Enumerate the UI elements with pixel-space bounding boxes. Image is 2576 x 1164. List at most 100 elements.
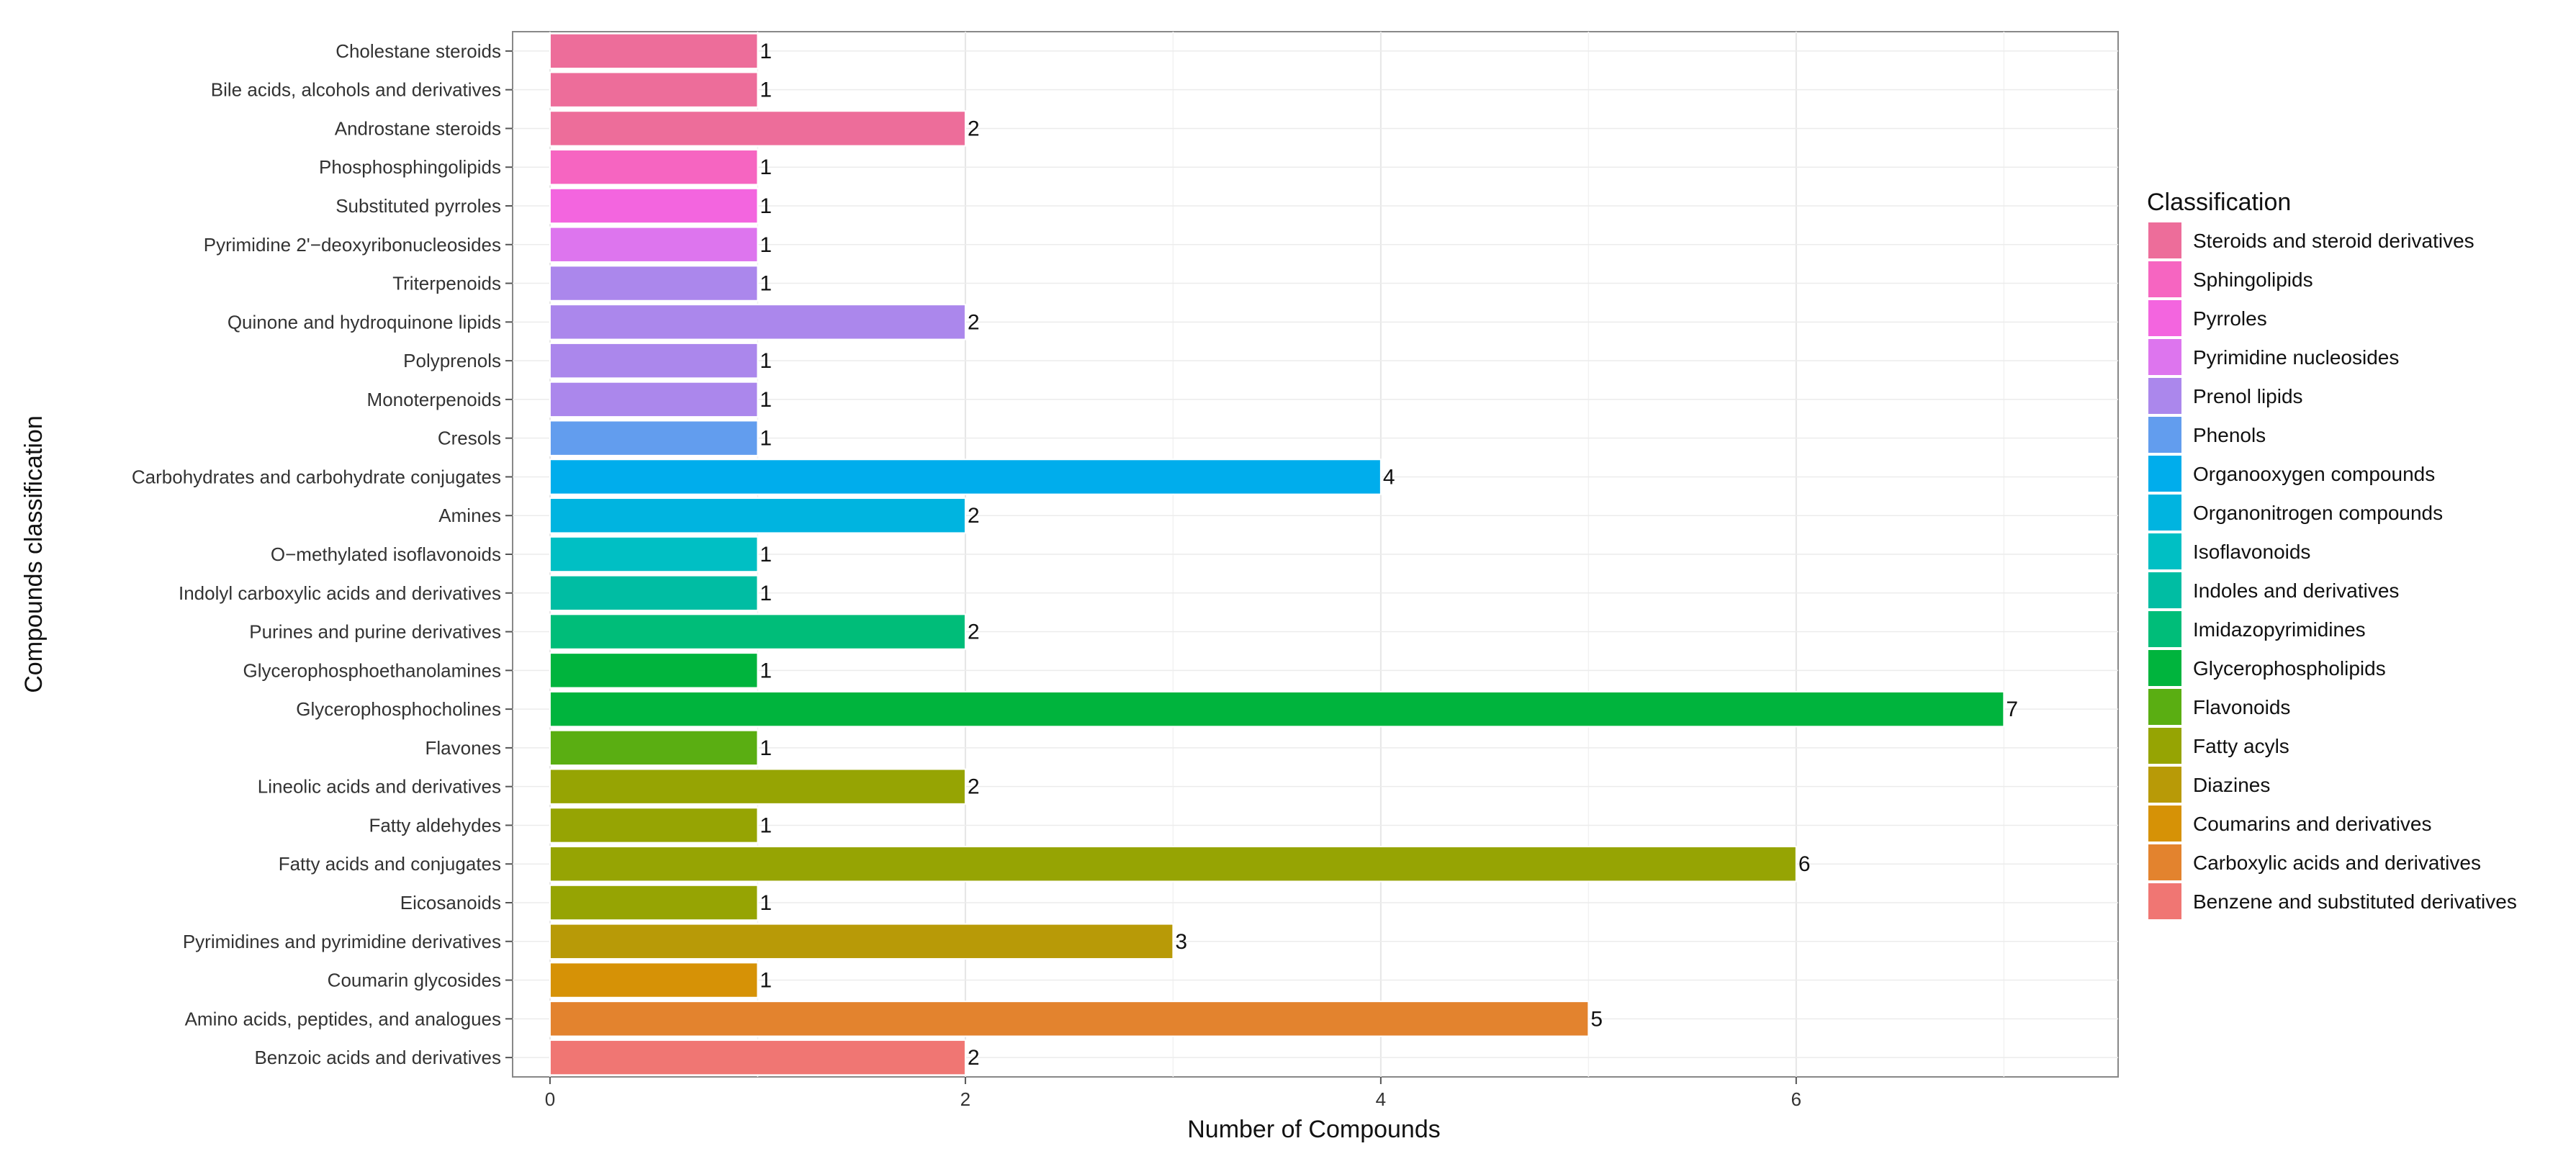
y-tick-label: Carbohydrates and carbohydrate conjugate… xyxy=(132,466,501,487)
legend-label: Pyrimidine nucleosides xyxy=(2193,346,2399,369)
legend-swatch xyxy=(2145,725,2184,767)
legend-label: Organonitrogen compounds xyxy=(2193,502,2443,524)
legend-label: Coumarins and derivatives xyxy=(2193,813,2432,835)
bar-value-label: 1 xyxy=(760,891,772,915)
bar xyxy=(549,690,2005,728)
legend-swatch xyxy=(2145,453,2184,495)
bar-value-label: 1 xyxy=(760,543,772,567)
bar xyxy=(549,149,759,186)
legend-label: Prenol lipids xyxy=(2193,385,2303,407)
y-tick-label: Eicosanoids xyxy=(400,892,501,913)
bar-value-label: 1 xyxy=(760,427,772,451)
bar-value-label: 1 xyxy=(760,582,772,605)
legend-label: Fatty acyls xyxy=(2193,735,2289,757)
bar xyxy=(549,420,759,456)
bar xyxy=(549,187,759,225)
legend-label: Indoles and derivatives xyxy=(2193,579,2399,602)
bar xyxy=(549,304,966,340)
legend-label: Isoflavonoids xyxy=(2193,541,2310,563)
legend-swatch xyxy=(2145,803,2184,844)
legend-label: Imidazopyrimidines xyxy=(2193,618,2366,641)
y-tick-label: Androstane steroids xyxy=(335,117,501,139)
y-tick-label: Fatty aldehydes xyxy=(369,814,501,836)
legend-title: Classification xyxy=(2147,189,2291,216)
legend-swatch xyxy=(2145,414,2184,456)
legend-swatch xyxy=(2145,686,2184,728)
legend-label: Benzene and substituted derivatives xyxy=(2193,890,2517,913)
x-axis-title: Number of Compounds xyxy=(1187,1116,1441,1143)
bar xyxy=(549,729,759,767)
bar-value-label: 2 xyxy=(968,621,980,644)
bar-value-label: 6 xyxy=(1798,852,1811,876)
y-tick-label: Purines and purine derivatives xyxy=(249,621,501,643)
legend-label: Glycerophospholipids xyxy=(2193,657,2386,680)
legend-swatch xyxy=(2145,375,2184,417)
x-tick-label: 2 xyxy=(960,1088,970,1110)
bar-value-label: 1 xyxy=(760,736,772,760)
bar xyxy=(549,381,759,418)
x-tick-label: 6 xyxy=(1791,1088,1801,1110)
bar-value-label: 1 xyxy=(760,233,772,257)
bar-value-label: 2 xyxy=(968,504,980,528)
legend: Classification Steroids and steroid deri… xyxy=(2145,189,2517,922)
y-tick-label: Lineolic acids and derivatives xyxy=(258,776,501,798)
y-axis-ticks: Cholestane steroids Bile acids, alcohols … xyxy=(132,40,513,1068)
bar-value-label: 4 xyxy=(1383,465,1395,489)
legend-swatch xyxy=(2145,258,2184,300)
legend-label: Sphingolipids xyxy=(2193,269,2313,291)
bar xyxy=(549,71,759,108)
y-tick-label: Benzoic acids and derivatives xyxy=(254,1047,501,1068)
legend-label: Phenols xyxy=(2193,424,2266,446)
legend-swatch xyxy=(2145,608,2184,650)
legend-label: Diazines xyxy=(2193,774,2270,796)
y-tick-label: Glycerophosphocholines xyxy=(296,698,501,720)
bar xyxy=(549,342,759,379)
data-labels: 1 1 2 1 1 1 1 2 1 1 1 4 2 1 1 2 1 7 1 2 1 6 1 3 1 5 2 xyxy=(760,40,2018,1070)
legend-swatch xyxy=(2145,492,2184,533)
bar xyxy=(549,265,759,302)
bars xyxy=(549,32,2005,1076)
bar-value-label: 1 xyxy=(760,349,772,373)
y-tick-label: Triterpenoids xyxy=(392,273,501,294)
bar xyxy=(549,574,759,611)
legend-swatch xyxy=(2145,647,2184,689)
bar-value-label: 2 xyxy=(968,117,980,140)
y-tick-label: Bile acids, alcohols and derivatives xyxy=(211,79,501,101)
legend-swatch xyxy=(2145,220,2184,261)
bar-value-label: 1 xyxy=(760,155,772,179)
y-tick-label: Cholestane steroids xyxy=(335,40,501,62)
y-tick-label: O−methylated isoflavonoids xyxy=(271,543,501,565)
x-axis-ticks: 0 2 4 6 xyxy=(545,1077,1801,1110)
bar-value-label: 2 xyxy=(968,1046,980,1070)
bar-value-label: 2 xyxy=(968,310,980,334)
bar xyxy=(549,110,966,147)
y-tick-label: Amines xyxy=(438,505,501,526)
bar-value-label: 3 xyxy=(1175,930,1187,954)
legend-swatch xyxy=(2145,880,2184,922)
y-tick-label: Pyrimidine 2'−deoxyribonucleosides xyxy=(204,234,501,256)
y-tick-label: Phosphosphingolipids xyxy=(319,156,501,178)
x-tick-label: 0 xyxy=(545,1088,555,1110)
bar-value-label: 5 xyxy=(1590,1007,1603,1031)
y-tick-label: Fatty acids and conjugates xyxy=(279,853,501,875)
legend-swatch xyxy=(2145,764,2184,806)
y-tick-label: Flavones xyxy=(425,737,502,759)
x-tick-label: 4 xyxy=(1376,1088,1386,1110)
bar xyxy=(549,32,759,70)
bar-value-label: 1 xyxy=(760,813,772,837)
bar xyxy=(549,807,759,844)
y-tick-label: Glycerophosphoethanolamines xyxy=(243,659,501,681)
bar xyxy=(549,497,966,534)
bar-value-label: 1 xyxy=(760,194,772,218)
bar xyxy=(549,768,966,805)
y-tick-label: Amino acids, peptides, and analogues xyxy=(185,1008,501,1029)
y-tick-label: Coumarin glycosides xyxy=(328,970,501,991)
legend-label: Carboxylic acids and derivatives xyxy=(2193,852,2481,874)
legend-label: Flavonoids xyxy=(2193,696,2290,718)
y-axis-title: Compounds classification xyxy=(20,415,48,693)
bar xyxy=(549,459,1382,495)
legend-swatch xyxy=(2145,336,2184,378)
bar xyxy=(549,1039,966,1076)
bar-value-label: 1 xyxy=(760,969,772,993)
legend-swatch xyxy=(2145,297,2184,339)
